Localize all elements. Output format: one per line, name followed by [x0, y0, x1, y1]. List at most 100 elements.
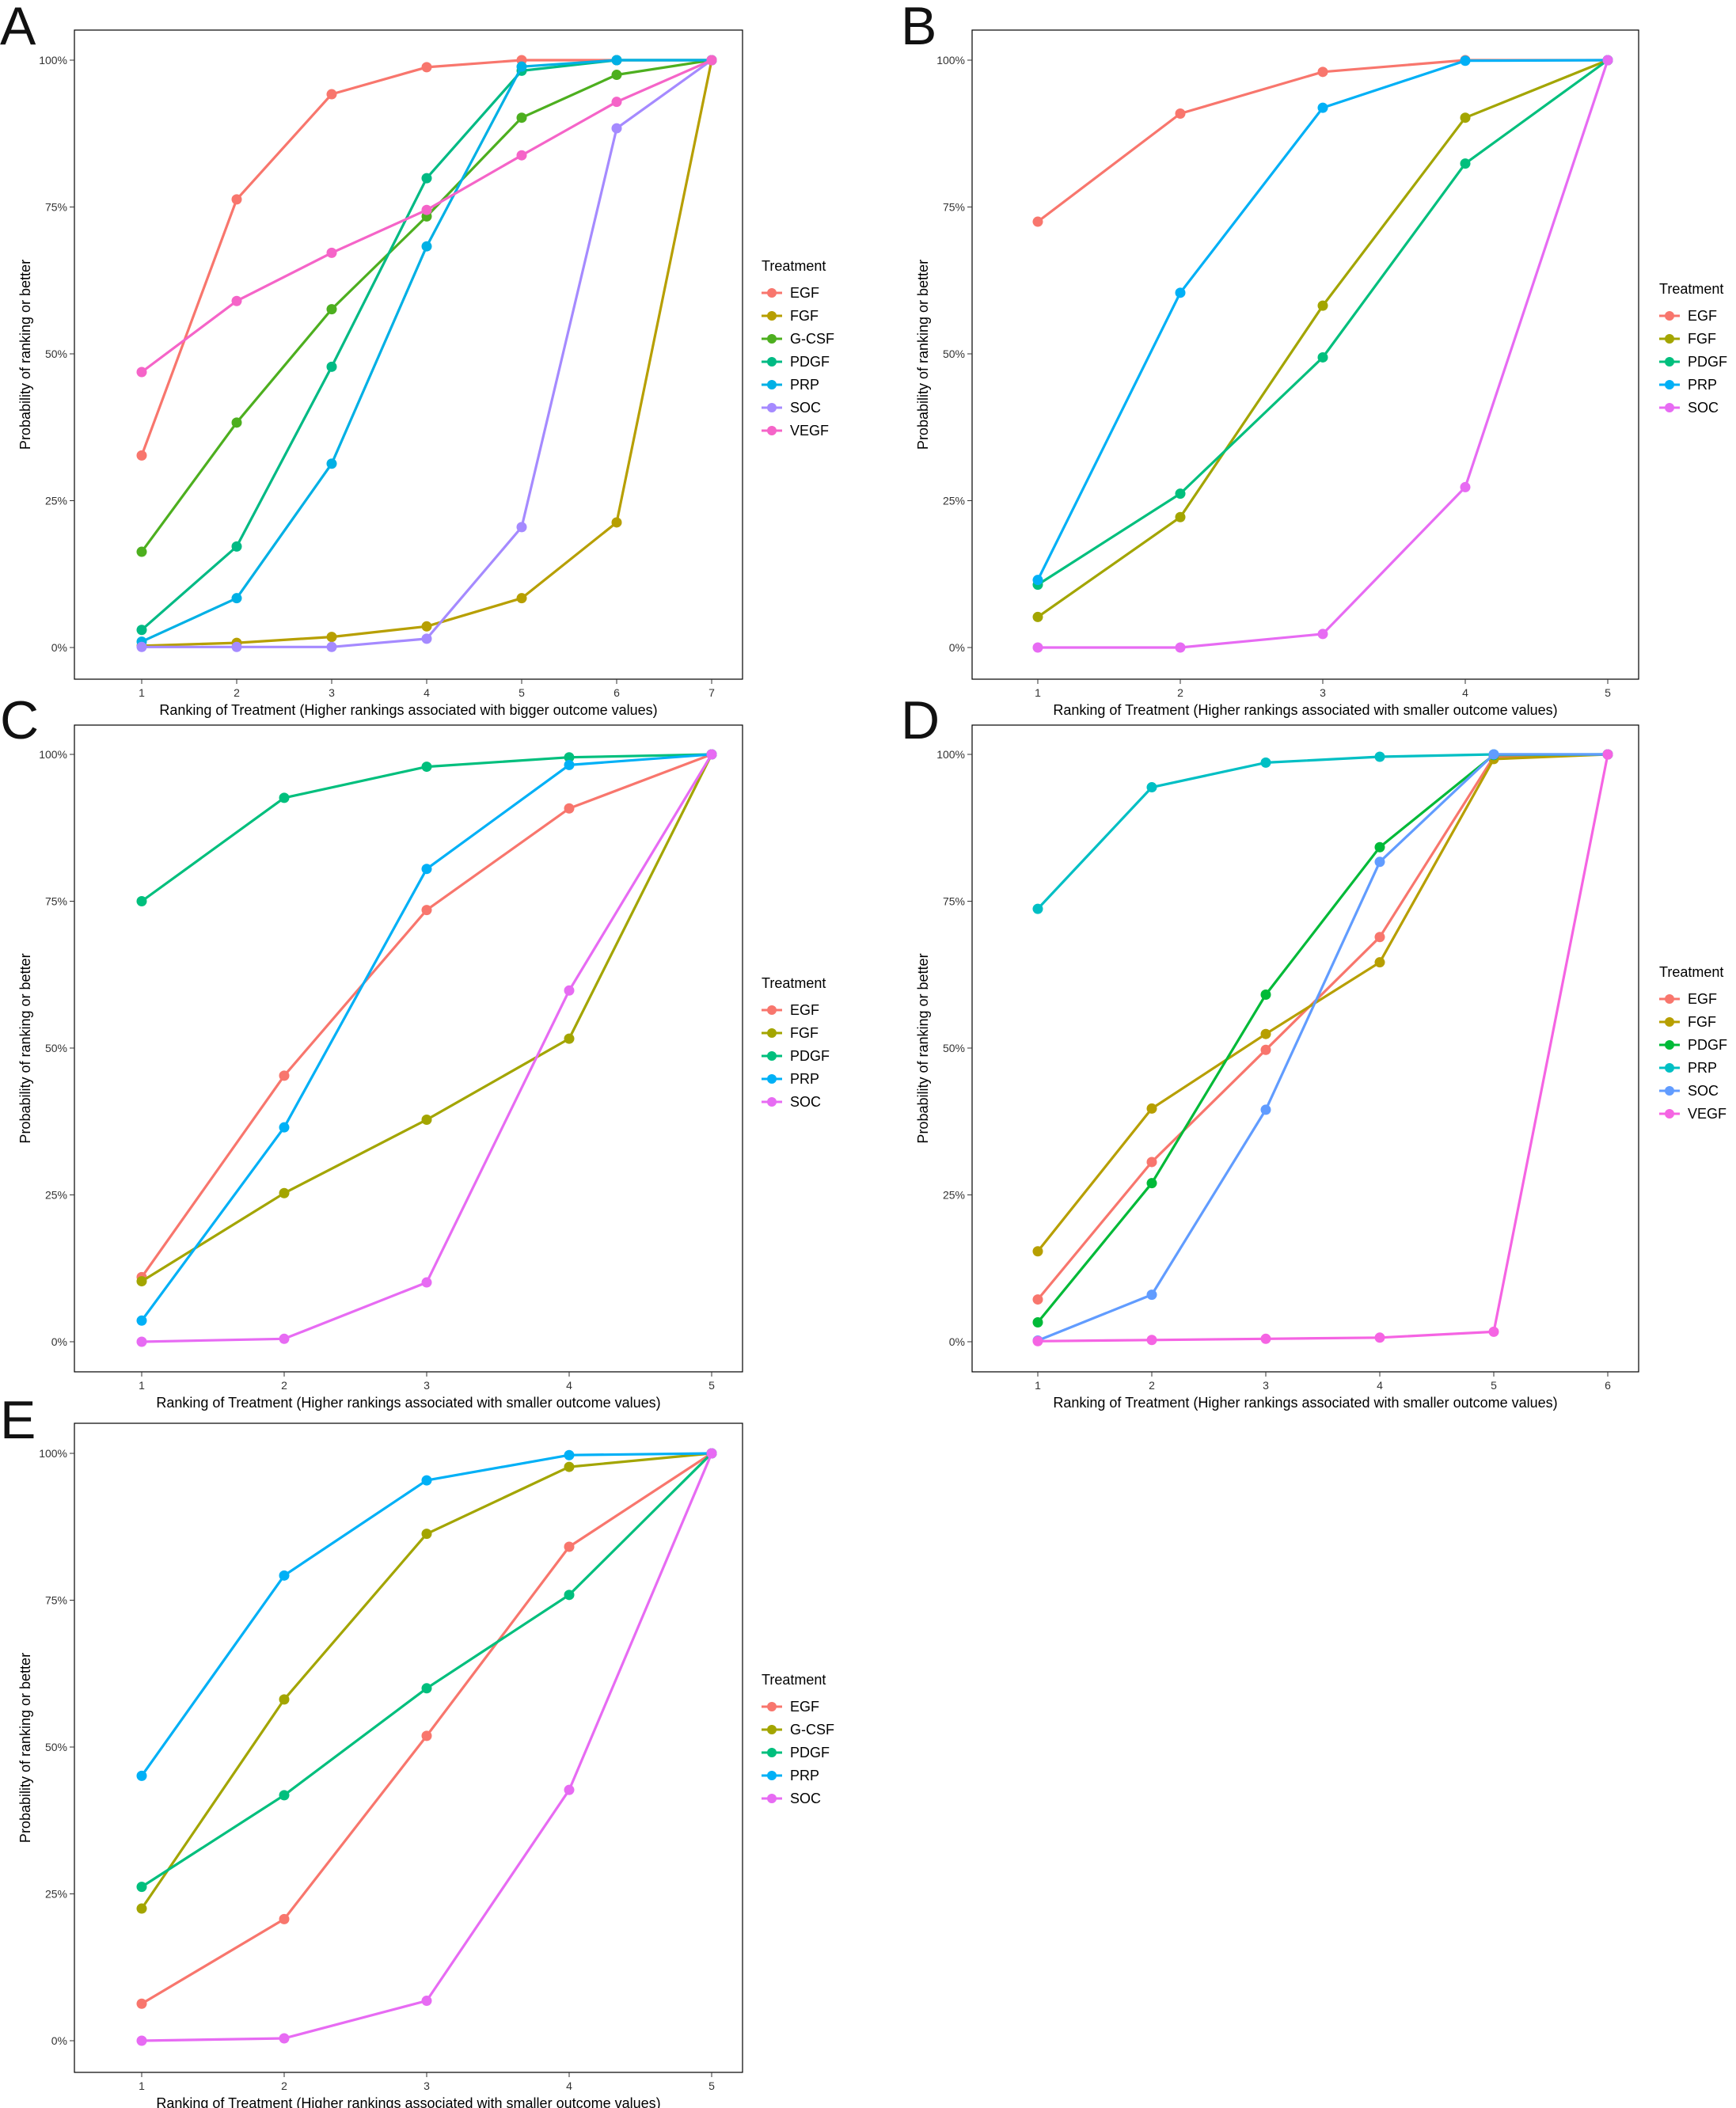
data-point-vegf [1033, 1336, 1043, 1346]
legend-label-egf: EGF [1688, 991, 1717, 1007]
y-tick-label: 50% [45, 1042, 67, 1054]
legend: TreatmentEGFFGFPDGFPRPSOC [1659, 281, 1727, 416]
x-tick-label: 4 [424, 686, 430, 699]
series-line-g-csf [142, 1453, 712, 1909]
series-soc [137, 55, 717, 652]
legend-label-soc: SOC [1688, 1083, 1719, 1099]
legend-label-fgf: FGF [1688, 1014, 1716, 1030]
data-point-g-csf [279, 1694, 290, 1704]
series-line-pdgf [142, 1453, 712, 1887]
y-tick-label: 50% [45, 348, 67, 360]
data-point-egf [1147, 1157, 1157, 1167]
x-tick-label: 4 [1377, 1379, 1383, 1392]
plot-border [972, 30, 1639, 679]
data-point-g-csf [422, 1529, 432, 1539]
series-g-csf [137, 1449, 717, 1914]
data-point-vegf [232, 296, 242, 306]
data-point-soc [564, 1785, 575, 1795]
series-line-egf [142, 754, 712, 1277]
y-tick-label: 25% [45, 1189, 67, 1202]
series-line-fgf [1038, 754, 1608, 1252]
y-tick-label: 0% [51, 1335, 67, 1348]
data-point-prp [1147, 782, 1157, 792]
series-line-vegf [1038, 754, 1608, 1341]
data-point-soc [707, 750, 717, 760]
data-point-soc [279, 1334, 290, 1344]
y-axis-title: Probability of ranking or better [17, 260, 33, 450]
legend-label-pdgf: PDGF [790, 1745, 830, 1760]
data-point-soc [1033, 643, 1043, 653]
data-point-egf [232, 194, 242, 204]
x-tick-label: 4 [566, 1379, 572, 1392]
data-point-prp [422, 1476, 432, 1486]
series-fgf [1033, 750, 1613, 1257]
data-point-soc [1261, 1104, 1271, 1115]
data-point-egf [1261, 1045, 1271, 1055]
chart-panel-c: C0%25%50%75%100%1 2 3 4 5Ranking of Treatmen… [0, 690, 830, 1411]
legend-key-point-pdgf [767, 1748, 777, 1757]
x-tick-label: 1 [139, 686, 145, 699]
y-tick-label: 75% [45, 201, 67, 214]
data-point-vegf [1375, 1332, 1385, 1343]
data-point-pdgf [137, 625, 147, 635]
data-point-prp [1033, 575, 1043, 585]
x-tick-label: 6 [613, 686, 620, 699]
y-tick-label: 50% [943, 1042, 965, 1054]
data-point-vegf [137, 367, 147, 378]
x-tick-label: 1 [1035, 686, 1041, 699]
panel-letter: D [901, 690, 940, 750]
series-prp [1033, 750, 1613, 914]
data-point-soc [1375, 856, 1385, 867]
panel-letter: A [0, 0, 36, 56]
legend-label-fgf: FGF [790, 308, 819, 324]
series-line-prp [142, 1453, 712, 1776]
y-tick-label: 25% [943, 1189, 965, 1202]
data-point-soc [564, 986, 575, 996]
x-tick-label: 5 [708, 2080, 715, 2092]
series-soc [1033, 750, 1613, 1346]
data-point-fgf [279, 1188, 290, 1198]
series-fgf [137, 750, 717, 1287]
series-pdgf [1033, 55, 1613, 591]
data-point-egf [279, 1070, 290, 1081]
legend-label-prp: PRP [790, 1768, 819, 1783]
data-point-pdgf [137, 896, 147, 906]
x-tick-label: 2 [234, 686, 240, 699]
data-point-fgf [1375, 957, 1385, 967]
legend: Treatment EGF G-CSF PDGF PRP SOC [762, 1672, 834, 1806]
legend-key-point-vegf [767, 426, 777, 435]
legend-label-soc: SOC [1688, 400, 1719, 416]
data-point-soc [279, 2034, 290, 2044]
data-point-prp [137, 1771, 147, 1781]
series-fgf [137, 55, 717, 651]
legend-label-pdgf: PDGF [1688, 1037, 1727, 1053]
data-point-soc [1603, 55, 1613, 66]
data-point-pdgf [1461, 158, 1471, 169]
y-tick-label: 25% [943, 495, 965, 507]
data-point-pdgf [422, 762, 432, 772]
data-point-fgf [1318, 301, 1328, 311]
x-axis-title: Ranking of Treatment (Higher rankings as… [1053, 702, 1557, 718]
legend-label-egf: EGF [1688, 308, 1717, 324]
x-tick-label: 3 [424, 1379, 430, 1392]
x-tick-label: 2 [1177, 686, 1183, 699]
data-point-pdgf [137, 1882, 147, 1892]
data-point-fgf [137, 1276, 147, 1286]
series-egf [137, 750, 717, 1282]
x-tick-label: 3 [329, 686, 335, 699]
legend-key-point-prp [767, 380, 777, 389]
data-point-pdgf [327, 362, 337, 372]
legend-label-prp: PRP [1688, 1060, 1717, 1076]
x-tick-label: 5 [1605, 686, 1611, 699]
y-tick-label: 0% [949, 641, 965, 654]
x-axis-title: Ranking of Treatment (Higher rankings as… [159, 702, 657, 718]
y-tick-label: 0% [51, 641, 67, 654]
legend-title: Treatment [1659, 964, 1723, 980]
series-pdgf [137, 55, 717, 636]
legend-key-point-pdgf [767, 357, 777, 367]
data-point-soc [232, 642, 242, 652]
series-line-soc [142, 60, 712, 647]
data-point-vegf [517, 150, 527, 161]
legend-key-point-pdgf [767, 1051, 777, 1061]
data-point-soc [1147, 1289, 1157, 1300]
